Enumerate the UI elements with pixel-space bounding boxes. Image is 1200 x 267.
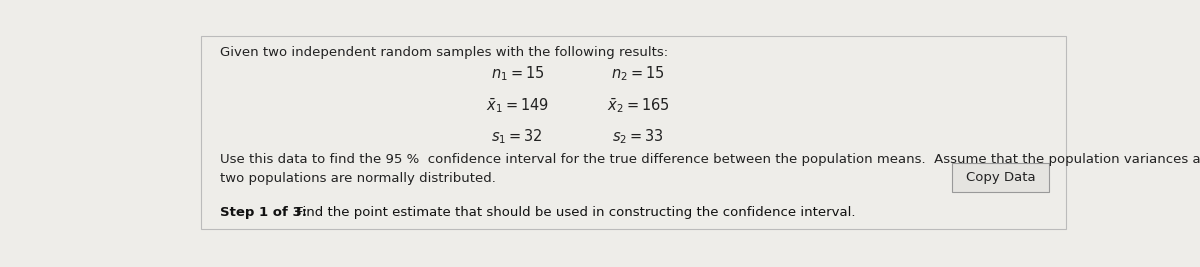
Text: $\bar{x}_2 = 165$: $\bar{x}_2 = 165$ <box>607 97 670 115</box>
Text: $n_2 = 15$: $n_2 = 15$ <box>612 64 665 83</box>
Text: $s_1 = 32$: $s_1 = 32$ <box>492 128 544 146</box>
Text: $s_2 = 33$: $s_2 = 33$ <box>612 128 664 146</box>
Text: $n_1 = 15$: $n_1 = 15$ <box>491 64 544 83</box>
Text: $\bar{x}_1 = 149$: $\bar{x}_1 = 149$ <box>486 97 548 115</box>
Text: Step 1 of 3:: Step 1 of 3: <box>220 206 312 219</box>
FancyBboxPatch shape <box>202 36 1066 229</box>
Text: Find the point estimate that should be used in constructing the confidence inter: Find the point estimate that should be u… <box>296 206 856 219</box>
Text: Copy Data: Copy Data <box>966 171 1036 184</box>
Text: Use this data to find the 95 %  confidence interval for the true difference betw: Use this data to find the 95 % confidenc… <box>220 153 1200 185</box>
Text: Given two independent random samples with the following results:: Given two independent random samples wit… <box>220 46 668 60</box>
FancyBboxPatch shape <box>952 163 1049 193</box>
